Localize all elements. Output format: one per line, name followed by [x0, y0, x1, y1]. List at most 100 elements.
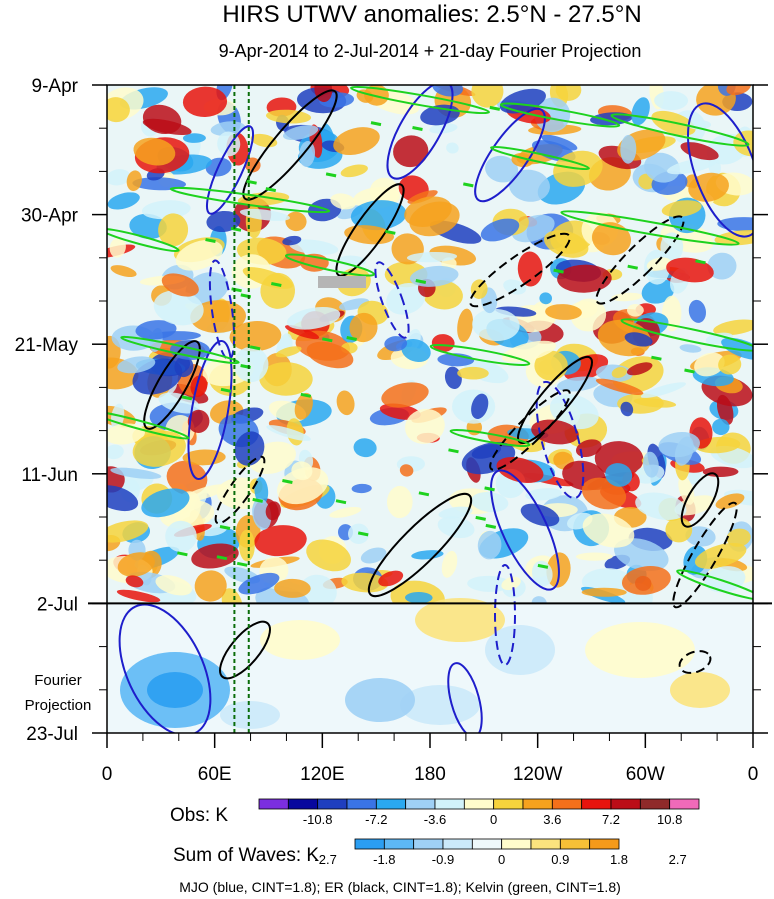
kelvin-contour	[107, 227, 180, 253]
obs-blob	[265, 501, 281, 521]
obs-blob	[620, 401, 634, 417]
projection-label-line2: Projection	[25, 697, 92, 714]
obs-blob	[254, 477, 269, 505]
obs-blob	[517, 251, 543, 287]
obs-blob	[446, 142, 459, 154]
obs-blob	[406, 251, 458, 263]
obs-blob	[680, 142, 719, 161]
colorbar-swatch	[530, 838, 561, 850]
obs-blob	[353, 438, 377, 458]
obs-blob	[306, 341, 354, 369]
obs-blob	[110, 467, 162, 479]
kelvin-dash	[463, 182, 474, 188]
kelvin-dash	[300, 392, 312, 398]
kelvin-dash	[230, 226, 242, 232]
obs-blob	[210, 121, 246, 136]
kelvin-dash	[695, 259, 706, 265]
y-tick-label: 9-Apr	[32, 76, 79, 97]
obs-blob	[107, 520, 149, 543]
obs-blob	[644, 152, 680, 183]
kelvin-dash	[220, 387, 232, 393]
kelvin-dash	[370, 121, 382, 127]
obs-blob	[457, 308, 474, 343]
kelvin-dash	[322, 337, 333, 343]
obs-blob	[110, 265, 137, 278]
obs-blob	[277, 467, 329, 505]
kelvin-dash	[252, 497, 263, 503]
obs-blob	[275, 346, 302, 358]
obs-blob	[658, 431, 701, 458]
obs-blob	[384, 336, 408, 352]
obs-blob	[688, 299, 707, 323]
obs-blob	[407, 190, 438, 204]
obs-blob	[594, 441, 644, 477]
obs-blob	[541, 134, 578, 151]
obs-blob	[654, 91, 689, 111]
obs-blob	[206, 210, 241, 233]
obs-blob	[640, 382, 686, 398]
kelvin-contour	[120, 335, 240, 365]
obs-blob	[116, 589, 161, 603]
obs-blob	[432, 85, 464, 97]
obs-blob	[386, 283, 426, 315]
obs-blob	[165, 520, 197, 553]
colorbar-swatch	[383, 838, 415, 850]
obs-blob	[142, 104, 182, 135]
er-contour	[242, 89, 338, 201]
obs-blob	[534, 350, 568, 381]
obs-blob	[107, 97, 130, 123]
kelvin-dash	[415, 279, 427, 284]
obs-blob	[401, 338, 431, 363]
obs-blob	[282, 235, 302, 246]
obs-blob	[282, 125, 319, 141]
projection-blob	[345, 678, 415, 722]
colorbar-swatch	[551, 798, 583, 810]
obs-blob	[726, 528, 751, 547]
obs-blob	[166, 460, 208, 496]
projection-blob	[670, 672, 730, 708]
obs-blob	[485, 155, 519, 183]
colorbar-swatch	[471, 838, 503, 850]
obs-blob	[399, 464, 414, 477]
obs-blob	[661, 200, 702, 217]
er-contour	[143, 340, 201, 430]
er-contour	[489, 389, 571, 471]
kelvin-dash	[475, 515, 486, 521]
obs-blob	[289, 239, 339, 255]
mjo-contour	[386, 85, 454, 180]
obs-blob	[611, 367, 627, 378]
obs-blob	[707, 252, 737, 280]
kelvin-dash	[484, 486, 495, 492]
obs-blob	[190, 300, 246, 333]
colorbar-swatch	[258, 798, 289, 810]
kelvin-dash	[448, 448, 459, 454]
colorbar-swatch	[413, 838, 444, 850]
obs-blob	[477, 530, 502, 560]
obs-blob	[470, 279, 488, 299]
obs-blob	[182, 449, 226, 466]
kelvin-dash	[335, 499, 347, 505]
colorbar-label: 7.2	[602, 812, 620, 827]
obs-blob	[161, 273, 199, 297]
kelvin-dash	[219, 525, 231, 530]
projection-blob	[400, 685, 480, 725]
obs-blob	[635, 492, 687, 520]
obs-blob	[306, 539, 351, 572]
colorbar-swatch	[522, 798, 553, 810]
kelvin-dash	[271, 282, 282, 287]
colorbar-label: 0	[498, 852, 505, 867]
obs-blob	[499, 88, 546, 114]
mjo-contour	[535, 380, 585, 500]
obs-blob	[341, 572, 389, 593]
er-contour	[469, 232, 571, 308]
kelvin-contour	[449, 429, 531, 447]
obs-blob	[539, 292, 552, 305]
kelvin-dash	[485, 523, 497, 529]
obs-blob	[665, 517, 693, 543]
x-tick-label: 180	[414, 764, 446, 785]
obs-blob	[441, 550, 458, 578]
colorbar-label: 3.6	[543, 812, 561, 827]
kelvin-contour	[284, 253, 376, 277]
obs-blob	[411, 550, 444, 560]
